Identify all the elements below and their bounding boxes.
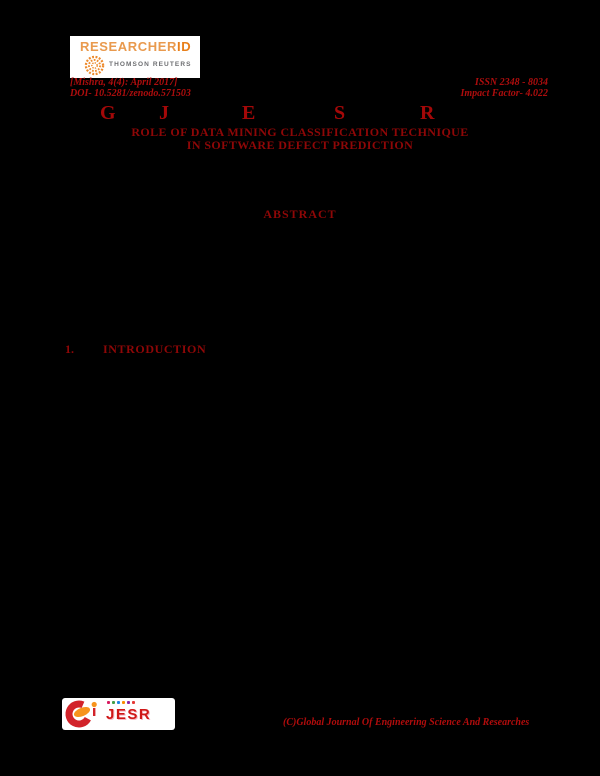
- gjesr-logo-confetti: [107, 701, 135, 704]
- gjesr-logo: JESR: [62, 698, 175, 730]
- researcherid-wordmark-main: RESEARCHER: [80, 39, 178, 54]
- issn-line: ISSN 2348 - 8034: [474, 77, 548, 88]
- journal-initial-r: R: [420, 102, 435, 124]
- thomson-reuters-label: THOMSON REUTERS: [109, 61, 192, 68]
- researcherid-wordmark: RESEARCHERID: [80, 39, 191, 54]
- gjesr-logo-text: JESR: [106, 706, 152, 723]
- journal-initial-e: E: [242, 102, 256, 124]
- journal-initial-s: S: [334, 102, 346, 124]
- researcherid-logo: RESEARCHERID THOMSON REUTERS: [70, 36, 200, 78]
- paper-title-line2: IN SOFTWARE DEFECT PREDICTION: [186, 138, 414, 152]
- footer-copyright: (C)Global Journal Of Engineering Science…: [283, 717, 530, 728]
- gjesr-g-icon: [65, 700, 97, 728]
- introduction-heading: INTRODUCTION: [103, 342, 207, 356]
- journal-initial-g: G: [100, 102, 116, 124]
- impact-factor-line: Impact Factor- 4.022: [460, 88, 549, 99]
- journal-initial-j: J: [159, 102, 169, 124]
- paper-title-line1: ROLE OF DATA MINING CLASSIFICATION TECHN…: [131, 125, 469, 139]
- abstract-heading: ABSTRACT: [263, 207, 337, 221]
- thomson-reuters-swirl-icon: [84, 55, 105, 76]
- doi-line: DOI- 10.5281/zenodo.571503: [70, 88, 191, 99]
- header-right-block: ISSN 2348 - 8034 Impact Factor- 4.022: [461, 77, 549, 99]
- citation-line: [Mishra, 4(4): April 2017]: [70, 77, 178, 88]
- header-left-block: [Mishra, 4(4): April 2017] DOI- 10.5281/…: [70, 77, 191, 99]
- researcherid-wordmark-id: ID: [177, 39, 192, 54]
- introduction-number: 1.: [65, 342, 74, 356]
